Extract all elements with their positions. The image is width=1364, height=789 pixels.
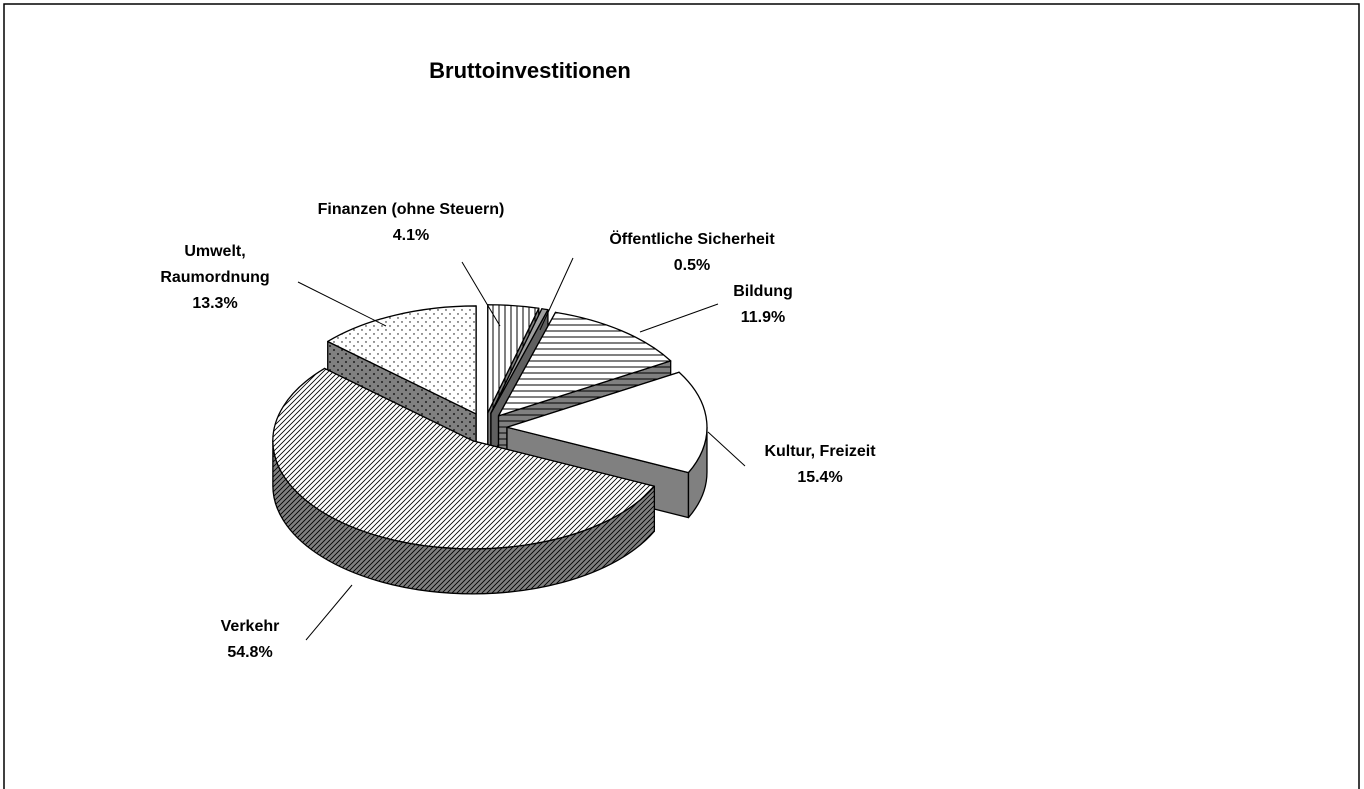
- data-label-category: Finanzen (ohne Steuern): [318, 201, 505, 218]
- slice-top: [497, 311, 672, 417]
- chart-title: Bruttoinvestitionen: [429, 58, 631, 83]
- slice: [272, 367, 656, 595]
- data-label-category: Umwelt, Raumordnung: [160, 243, 269, 286]
- pie: [272, 304, 708, 595]
- data-label-category: Verkehr: [221, 618, 280, 635]
- leader-line: [539, 257, 574, 331]
- data-label-category: Kultur, Freizeit: [764, 443, 876, 460]
- leader-line: [707, 431, 746, 467]
- data-label-category: Bildung: [733, 283, 793, 300]
- data-label-value: 13.3%: [192, 295, 237, 312]
- slice-top: [272, 367, 656, 550]
- data-label-value: 4.1%: [393, 227, 429, 244]
- slice-top: [506, 371, 708, 474]
- data-label-value: 54.8%: [227, 644, 272, 661]
- data-label-value: 15.4%: [797, 469, 842, 486]
- data-label-value: 0.5%: [674, 257, 710, 274]
- leader-line: [305, 584, 353, 641]
- data-label-category: Öffentliche Sicherheit: [609, 229, 775, 248]
- leader-line: [639, 303, 719, 333]
- data-label-value: 11.9%: [741, 309, 785, 326]
- labels: Finanzen (ohne Steuern) 4.1% Öffentliche S…: [160, 201, 876, 661]
- leader-line: [297, 281, 387, 327]
- slice-top: [490, 308, 549, 414]
- slice-top: [327, 305, 477, 415]
- leader-line: [461, 261, 501, 327]
